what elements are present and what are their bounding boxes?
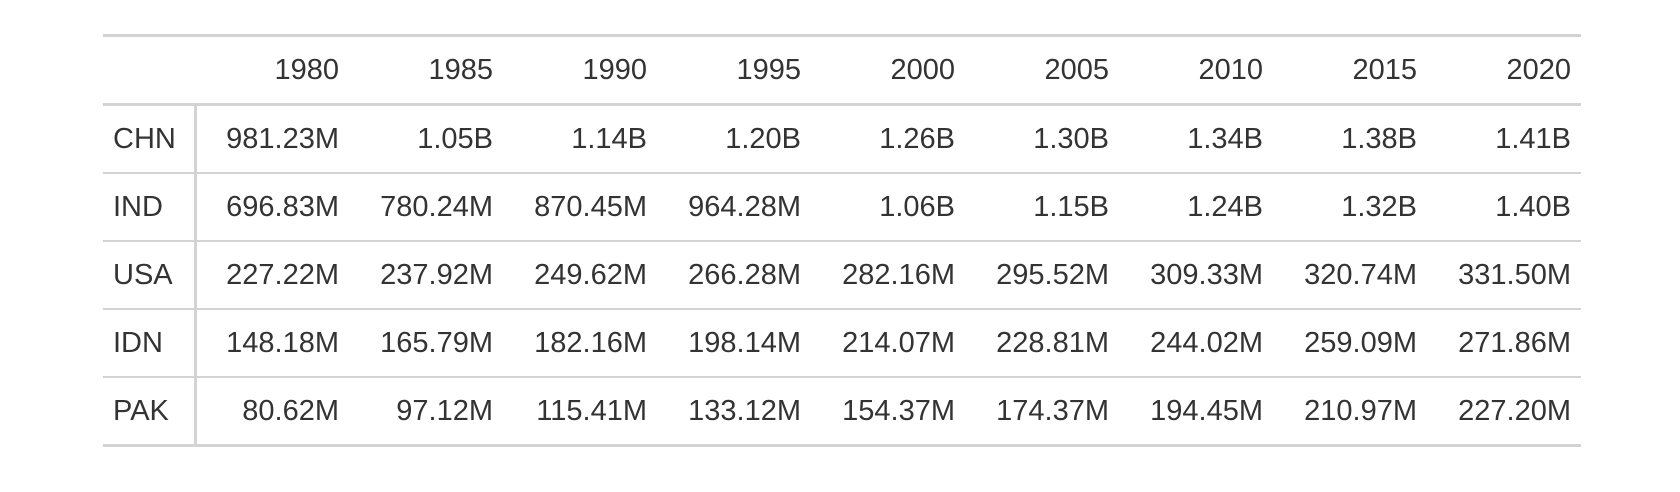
population-table: 1980 1985 1990 1995 2000 2005 2010 2015 … xyxy=(103,34,1581,447)
table-cell: 194.45M xyxy=(1150,394,1263,427)
table-cell: 282.16M xyxy=(842,258,955,291)
row-label: PAK xyxy=(103,377,197,446)
table-cell: 1.14B xyxy=(571,122,647,155)
table-cell: 1.32B xyxy=(1341,190,1417,223)
table-row: USA 227.22M 237.92M 249.62M 266.28M 282.… xyxy=(103,241,1581,309)
table-cell: 1.15B xyxy=(1033,190,1109,223)
table-cell: 97.12M xyxy=(396,394,493,427)
table-cell: 1.30B xyxy=(1033,122,1109,155)
table-cell: 1.24B xyxy=(1187,190,1263,223)
table-cell: 174.37M xyxy=(996,394,1109,427)
table-cell: 780.24M xyxy=(380,190,493,223)
table-row: IND 696.83M 780.24M 870.45M 964.28M 1.06… xyxy=(103,173,1581,241)
table-cell: 182.16M xyxy=(534,326,647,359)
table-cell: 1.41B xyxy=(1495,122,1571,155)
table-cell: 210.97M xyxy=(1304,394,1417,427)
table-cell: 271.86M xyxy=(1458,326,1571,359)
table-cell: 1.20B xyxy=(725,122,801,155)
row-label: IDN xyxy=(103,309,197,377)
table-cell: 148.18M xyxy=(226,326,339,359)
column-header: 2005 xyxy=(1044,53,1109,86)
table-cell: 331.50M xyxy=(1458,258,1571,291)
table-cell: 964.28M xyxy=(688,190,801,223)
table-body: CHN 981.23M 1.05B 1.14B 1.20B 1.26B 1.30… xyxy=(103,104,1581,446)
table-container: 1980 1985 1990 1995 2000 2005 2010 2015 … xyxy=(103,34,1581,447)
table-cell: 1.26B xyxy=(879,122,955,155)
table-cell: 1.34B xyxy=(1187,122,1263,155)
table-cell: 266.28M xyxy=(688,258,801,291)
table-cell: 198.14M xyxy=(688,326,801,359)
table-cell: 981.23M xyxy=(226,122,339,155)
row-label: USA xyxy=(103,241,197,309)
column-header: 2000 xyxy=(890,53,955,86)
column-header: 2015 xyxy=(1352,53,1417,86)
table-cell: 1.05B xyxy=(417,122,493,155)
table-row: IDN 148.18M 165.79M 182.16M 198.14M 214.… xyxy=(103,309,1581,377)
column-header: 2010 xyxy=(1198,53,1263,86)
table-header: 1980 1985 1990 1995 2000 2005 2010 2015 … xyxy=(103,35,1581,105)
table-cell: 249.62M xyxy=(534,258,647,291)
table-cell: 227.22M xyxy=(226,258,339,291)
header-row: 1980 1985 1990 1995 2000 2005 2010 2015 … xyxy=(103,35,1581,105)
table-cell: 309.33M xyxy=(1150,258,1263,291)
table-cell: 870.45M xyxy=(534,190,647,223)
table-cell: 115.41M xyxy=(536,394,647,427)
table-cell: 259.09M xyxy=(1304,326,1417,359)
column-header: 2020 xyxy=(1506,53,1571,86)
column-header: 1995 xyxy=(736,53,801,86)
table-cell: 80.62M xyxy=(242,394,339,427)
column-header: 1985 xyxy=(428,53,493,86)
column-header: 1990 xyxy=(582,53,647,86)
table-cell: 154.37M xyxy=(842,394,955,427)
row-label: IND xyxy=(103,173,197,241)
table-cell: 237.92M xyxy=(380,258,493,291)
row-label: CHN xyxy=(103,104,197,173)
table-cell: 214.07M xyxy=(842,326,955,359)
table-cell: 320.74M xyxy=(1304,258,1417,291)
table-cell: 295.52M xyxy=(996,258,1109,291)
table-cell: 228.81M xyxy=(996,326,1109,359)
table-row: CHN 981.23M 1.05B 1.14B 1.20B 1.26B 1.30… xyxy=(103,104,1581,173)
table-cell: 165.79M xyxy=(380,326,493,359)
column-header: 1980 xyxy=(274,53,339,86)
table-row: PAK 80.62M 97.12M 115.41M 133.12M 154.37… xyxy=(103,377,1581,446)
table-cell: 244.02M xyxy=(1150,326,1263,359)
table-cell: 133.12M xyxy=(688,394,801,427)
table-cell: 1.06B xyxy=(879,190,955,223)
table-cell: 227.20M xyxy=(1458,394,1571,427)
stub-header xyxy=(103,36,195,105)
table-cell: 696.83M xyxy=(226,190,339,223)
table-cell: 1.40B xyxy=(1495,190,1571,223)
table-cell: 1.38B xyxy=(1341,122,1417,155)
